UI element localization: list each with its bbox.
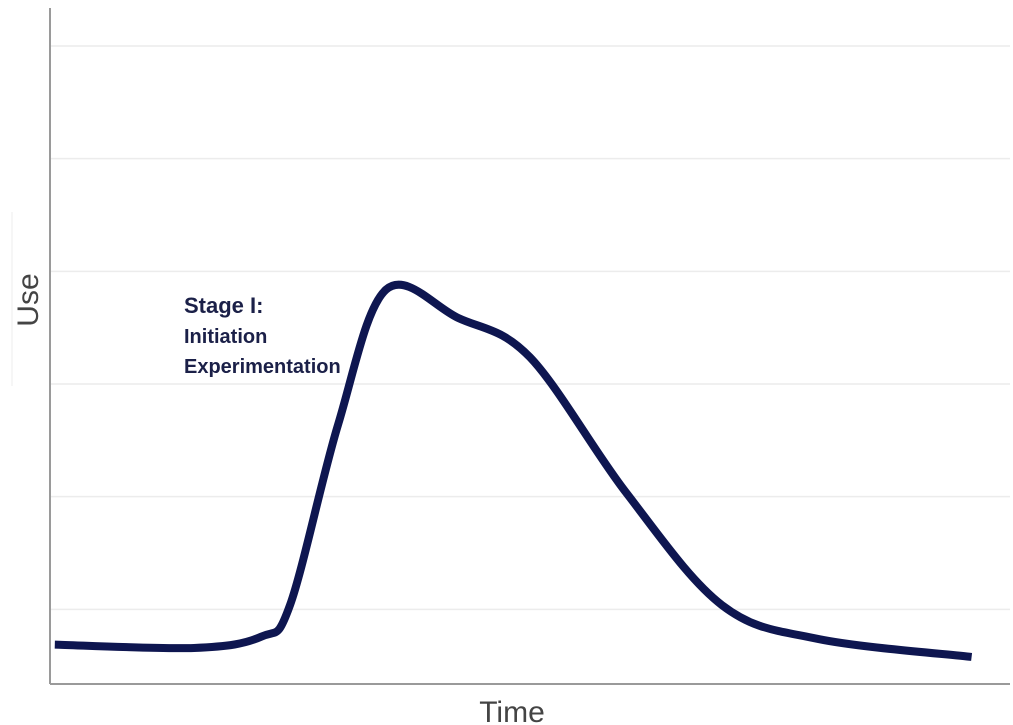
series-group: [54, 280, 973, 661]
gridlines: [50, 45, 1010, 611]
annotation-line-initiation: Initiation: [184, 326, 267, 348]
series-line-0: [54, 280, 973, 661]
annotation-line-experimentation: Experimentation: [184, 356, 341, 378]
x-axis-label: Time: [479, 696, 545, 725]
annotation-stage-title: Stage I:: [184, 293, 263, 318]
y-axis-label: Use: [12, 273, 45, 326]
